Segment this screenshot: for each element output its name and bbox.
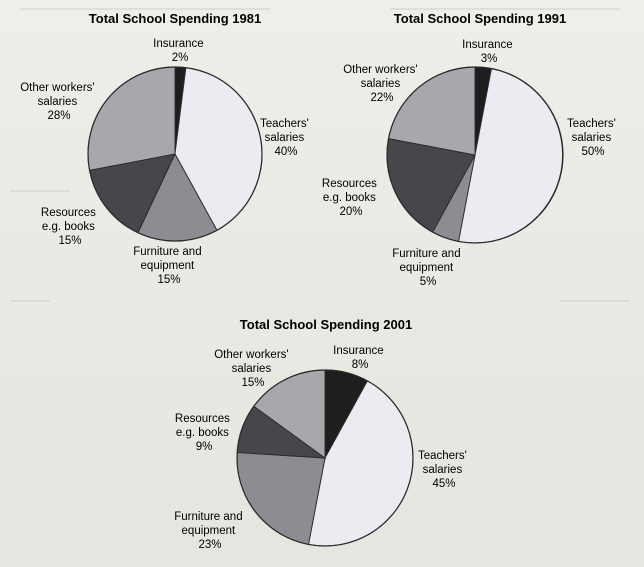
slice-label-teachers-salaries: Teachers' salaries 50% [567,118,619,158]
slice-label-other-workers-salaries: Other workers' salaries 15% [214,349,292,389]
pie-chart-1981: Total School Spending 1981 Insurance 2% … [20,11,312,286]
slice-label-insurance: Insurance 3% [462,39,516,65]
chart-title: Total School Spending 1981 [89,11,261,26]
slice-label-teachers-salaries: Teachers' salaries 45% [418,450,470,490]
pie-chart-2001: Total School Spending 2001 Insurance 8% … [174,317,470,551]
slice-label-insurance: Insurance 8% [333,345,387,371]
slice-label-resources: Resources e.g. books 20% [322,178,380,218]
slice-label-resources: Resources e.g. books 15% [41,207,99,247]
pie-1991 [386,66,564,244]
pie-1981 [87,66,263,242]
slice-label-resources: Resources e.g. books 9% [175,413,233,453]
slice-label-other-workers-salaries: Other workers' salaries 22% [343,64,421,104]
pie-outline [386,66,564,244]
chart-title: Total School Spending 1991 [394,11,566,26]
slice-label-furniture-equipment: Furniture and equipment 23% [174,511,246,551]
slice-label-furniture-equipment: Furniture and equipment 15% [133,246,205,286]
slice-label-insurance: Insurance 2% [153,38,207,64]
pie-2001 [236,369,414,547]
slice-label-teachers-salaries: Teachers' salaries 40% [260,118,312,158]
chart-title: Total School Spending 2001 [240,317,412,332]
pie-chart-1991: Total School Spending 1991 Insurance 3% … [322,11,619,288]
pie-outline [87,66,263,242]
slice-label-furniture-equipment: Furniture and equipment 5% [392,248,464,288]
slice-label-other-workers-salaries: Other workers' salaries 28% [20,82,98,122]
pie-outline [236,369,414,547]
pie-slice-other-workers-salaries [87,66,176,171]
